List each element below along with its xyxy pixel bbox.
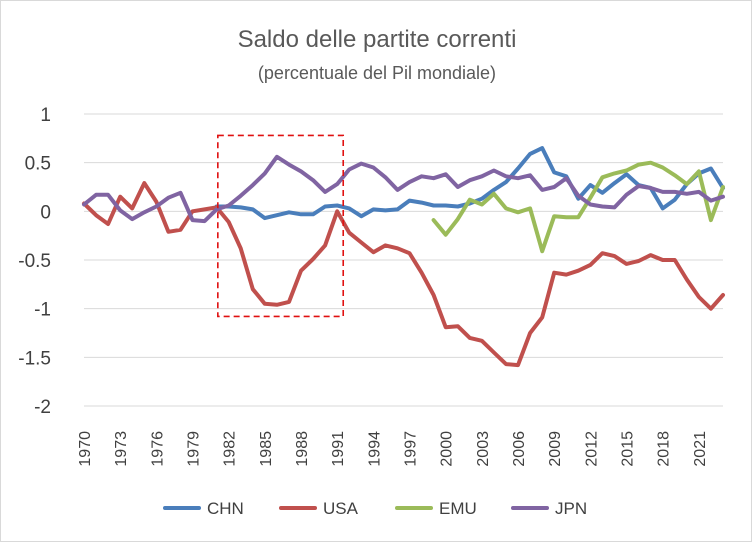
x-tick-label: 2003 [475,431,492,467]
x-tick-label: 1994 [366,431,383,467]
x-tick-label: 2021 [692,431,709,467]
highlight-rectangle [217,134,345,318]
x-tick-label: 1988 [294,431,311,467]
x-tick-label: 2006 [511,431,528,467]
highlight-box [217,134,345,318]
x-tick-label: 1997 [403,431,420,467]
legend-label-emu: EMU [439,499,477,518]
x-tick-label: 2000 [439,431,456,467]
series-line-usa [82,181,725,368]
x-tick-label: 1970 [77,431,94,467]
chart-subtitle: (percentuale del Pil mondiale) [258,63,496,83]
series-line-emu [431,160,725,254]
x-tick-label: 2009 [547,431,564,467]
x-axis-ticks: 1970 1973 1976 1979 1982 1985 1988 1991 1994 1997… [77,431,709,467]
series-line-jpn [82,154,725,224]
x-tick-label: 1979 [186,431,203,467]
legend: CHN USA EMU JPN [163,499,587,518]
x-tick-label: 1973 [113,431,130,467]
y-tick-label: 0 [40,202,51,223]
series-lines [82,146,725,368]
y-tick-label: -1 [34,300,51,321]
legend-label-chn: CHN [207,499,244,518]
legend-label-usa: USA [323,499,359,518]
grid-lines [84,113,723,407]
x-tick-label: 2012 [583,431,600,467]
chart-title: Saldo delle partite correnti [238,26,517,53]
y-tick-label: -2 [34,397,51,418]
y-tick-label: -1.5 [18,348,51,369]
x-tick-label: 2015 [620,431,637,467]
legend-label-jpn: JPN [555,499,587,518]
x-tick-label: 2018 [656,431,673,467]
y-tick-label: 0.5 [25,154,51,175]
x-tick-label: 1985 [258,431,275,467]
x-tick-label: 1982 [222,431,239,467]
y-tick-label: -0.5 [18,251,51,272]
series-line-chn [214,146,725,221]
y-axis-ticks: 1 0.5 0 -0.5 -1 -1.5 -2 [18,105,51,418]
y-tick-label: 1 [40,105,51,126]
x-tick-label: 1991 [330,431,347,467]
x-tick-label: 1976 [149,431,166,467]
